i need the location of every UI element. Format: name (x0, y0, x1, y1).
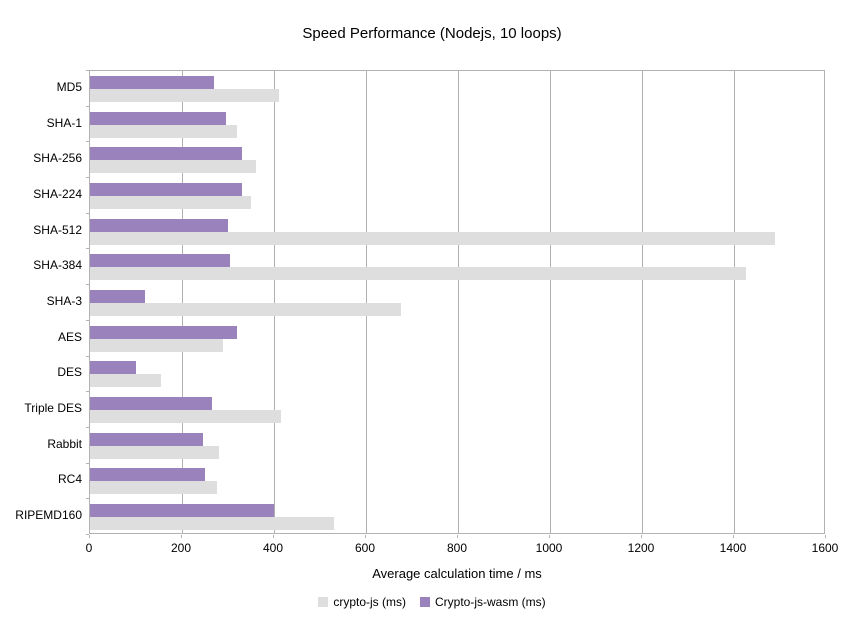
plot-area (89, 70, 825, 534)
bar-crypto-js (90, 267, 746, 281)
bar-crypto-js (90, 303, 401, 316)
y-axis-tick (86, 141, 89, 143)
bar-crypto-js-wasm (90, 218, 228, 232)
bar-crypto-js-wasm (90, 111, 226, 125)
bar-crypto-js (90, 231, 776, 245)
bar-crypto-js (90, 517, 334, 531)
y-axis-tick (86, 426, 89, 428)
bar-crypto-js-wasm (90, 254, 231, 268)
x-tick-label: 200 (170, 541, 192, 555)
x-axis-tick (549, 535, 550, 538)
y-axis-label: RC4 (57, 472, 82, 487)
y-axis-tick (86, 70, 89, 71)
y-axis-tick (86, 284, 89, 286)
x-axis-title: Average calculation time / ms (372, 566, 542, 581)
x-tick-label: 0 (85, 541, 93, 555)
bar-crypto-js (90, 338, 224, 352)
bar-crypto-js-wasm (90, 290, 146, 303)
bar-crypto-js-wasm (90, 504, 274, 518)
x-axis-tick (181, 535, 182, 538)
gridline (550, 71, 551, 533)
x-tick-label: 800 (446, 541, 468, 555)
bar-crypto-js-wasm (90, 147, 242, 161)
x-tick-label: 1400 (719, 541, 747, 555)
gridline (274, 71, 275, 533)
legend-label-crypto-js: crypto-js (ms) (333, 595, 406, 609)
bar-crypto-js-wasm (90, 75, 215, 89)
y-axis-tick (86, 462, 89, 464)
x-tick-label: 600 (354, 541, 376, 555)
bar-crypto-js-wasm (90, 468, 205, 482)
gridline (734, 71, 735, 533)
legend-swatch-crypto-js-wasm (420, 597, 430, 607)
legend: crypto-js (ms) Crypto-js-wasm (ms) (0, 595, 864, 609)
x-tick-label: 1600 (811, 541, 839, 555)
x-axis-tick (273, 535, 274, 538)
y-axis-label: SHA-256 (33, 151, 82, 166)
bar-crypto-js (90, 160, 256, 174)
bar-crypto-js-wasm (90, 397, 212, 411)
bar-crypto-js-wasm (90, 361, 136, 375)
y-axis-tick (86, 212, 89, 214)
y-axis-label: SHA-224 (33, 186, 82, 201)
bar-crypto-js (90, 410, 281, 424)
bar-crypto-js (90, 124, 238, 138)
bar-crypto-js (90, 88, 279, 102)
y-axis-label: SHA-512 (33, 222, 82, 237)
y-axis-label: AES (57, 329, 82, 344)
y-axis-label: SHA-384 (33, 258, 82, 273)
y-axis-tick (86, 177, 89, 179)
x-axis-tick (89, 535, 90, 538)
y-axis-label: Rabbit (47, 436, 82, 451)
bar-crypto-js (90, 445, 219, 459)
x-axis-tick (457, 535, 458, 538)
y-axis-label: SHA-3 (46, 294, 82, 308)
y-axis-tick (86, 248, 89, 250)
y-axis-tick (86, 319, 89, 321)
x-axis-tick (365, 535, 366, 538)
bar-crypto-js-wasm (90, 432, 203, 446)
y-axis-tick (86, 105, 89, 107)
y-axis-label: MD5 (56, 79, 82, 94)
y-axis-tick (86, 391, 89, 393)
y-axis-tick (86, 355, 89, 357)
x-axis-tick (825, 535, 826, 538)
gridline (458, 71, 459, 533)
gridline (366, 71, 367, 533)
x-tick-label: 1200 (627, 541, 655, 555)
bar-crypto-js (90, 481, 217, 495)
x-tick-label: 1000 (535, 541, 563, 555)
y-axis-label: DES (57, 365, 82, 380)
y-axis-label: RIPEMD160 (15, 508, 82, 523)
y-axis-label: SHA-1 (46, 115, 82, 130)
legend-label-crypto-js-wasm: Crypto-js-wasm (ms) (435, 595, 546, 609)
legend-item-crypto-js: crypto-js (ms) (318, 595, 406, 609)
y-axis-tick (86, 534, 89, 535)
gridline (642, 71, 643, 533)
bar-crypto-js-wasm (90, 182, 242, 196)
x-axis-tick (641, 535, 642, 538)
y-axis-tick (86, 498, 89, 500)
legend-swatch-crypto-js (318, 597, 329, 607)
x-tick-label: 400 (262, 541, 284, 555)
bar-crypto-js-wasm (90, 325, 238, 339)
gridline (182, 71, 183, 533)
x-axis-tick (733, 535, 734, 538)
chart-title: Speed Performance (Nodejs, 10 loops) (302, 25, 562, 42)
bar-crypto-js (90, 374, 162, 388)
y-axis-label: Triple DES (24, 401, 82, 416)
bar-crypto-js (90, 195, 251, 209)
legend-item-crypto-js-wasm: Crypto-js-wasm (ms) (420, 595, 546, 609)
